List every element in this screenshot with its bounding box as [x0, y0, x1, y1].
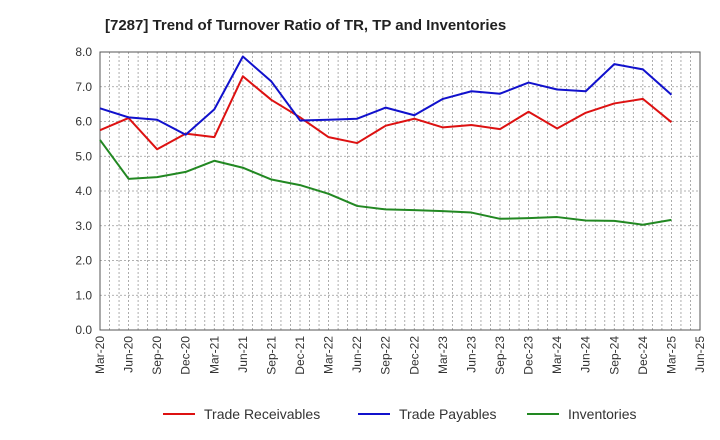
y-tick-label: 5.0 [75, 149, 92, 163]
x-tick-label: Dec-20 [179, 336, 193, 375]
legend-label: Inventories [568, 406, 636, 422]
plot-area [99, 51, 701, 331]
x-tick-label: Jun-20 [122, 336, 136, 373]
x-tick-label: Sep-20 [150, 336, 164, 375]
series-lines [99, 55, 673, 226]
y-tick-label: 4.0 [75, 184, 92, 198]
y-axis: 0.0 1.0 2.0 3.0 4.0 5.0 6.0 7.0 8.0 [75, 45, 92, 337]
series-line-trade-receivables [99, 75, 673, 151]
x-tick-label: Sep-23 [493, 336, 507, 375]
chart-title: [7287] Trend of Turnover Ratio of TR, TP… [105, 17, 506, 34]
x-tick-label: Jun-23 [464, 336, 478, 373]
x-tick-label: Jun-21 [236, 336, 250, 373]
x-tick-label: Jun-25 [693, 336, 707, 373]
x-tick-label: Mar-25 [664, 336, 678, 374]
series-line-inventories [99, 139, 672, 226]
x-tick-label: Dec-22 [407, 336, 421, 375]
x-tick-label: Sep-21 [264, 336, 278, 375]
x-tick-label: Mar-23 [436, 336, 450, 374]
y-tick-label: 3.0 [75, 219, 92, 233]
y-tick-label: 8.0 [75, 45, 92, 59]
y-tick-label: 0.0 [75, 323, 92, 337]
x-tick-label: Mar-24 [550, 336, 564, 374]
y-tick-label: 2.0 [75, 254, 92, 268]
legend-label: Trade Payables [399, 406, 497, 422]
x-tick-label: Jun-24 [579, 336, 593, 373]
series-line-trade-payables [99, 55, 673, 136]
x-tick-label: Dec-23 [522, 336, 536, 375]
x-tick-label: Mar-21 [207, 336, 221, 374]
legend-label: Trade Receivables [204, 406, 320, 422]
grid [100, 52, 700, 330]
y-tick-label: 1.0 [75, 288, 92, 302]
x-tick-label: Sep-24 [607, 336, 621, 375]
x-tick-label: Jun-22 [350, 336, 364, 373]
legend: Trade Receivables Trade Payables Inventori… [163, 406, 636, 422]
x-tick-label: Dec-24 [636, 336, 650, 375]
x-tick-label: Dec-21 [293, 336, 307, 375]
y-tick-label: 7.0 [75, 80, 92, 94]
x-tick-label: Mar-20 [93, 336, 107, 374]
x-tick-label: Sep-22 [379, 336, 393, 375]
y-tick-label: 6.0 [75, 115, 92, 129]
x-axis: Mar-20 Jun-20 Sep-20 Dec-20 Mar-21 Jun-21 Sep-… [93, 336, 707, 375]
x-tick-label: Mar-22 [322, 336, 336, 374]
